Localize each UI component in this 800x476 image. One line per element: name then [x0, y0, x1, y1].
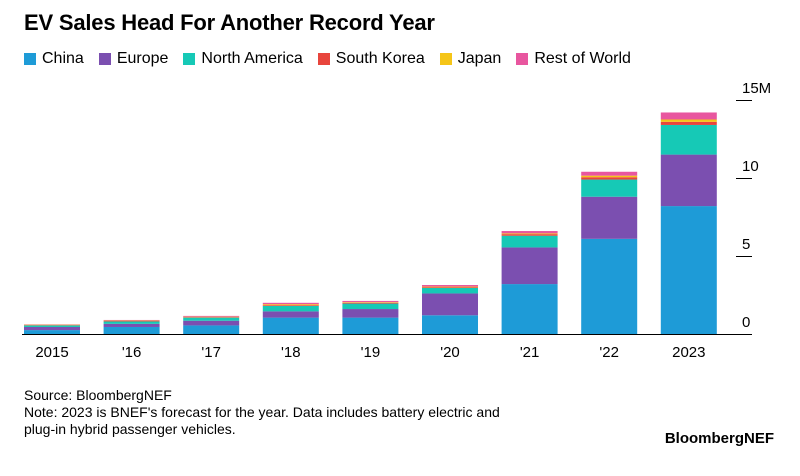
bar-segment-south-korea	[422, 287, 478, 288]
x-tick-label: '21	[520, 344, 540, 361]
legend-label: South Korea	[335, 50, 425, 67]
brand-logo: BloombergNEF	[664, 430, 774, 447]
legend-item: South Korea	[317, 50, 425, 68]
bar-segment-rest-of-world	[262, 302, 319, 305]
bar-segment-north-america	[342, 303, 399, 310]
bar-segment-north-america	[501, 235, 558, 248]
x-tick-label: '20	[440, 344, 460, 361]
bar-segment-rest-of-world	[422, 285, 478, 287]
legend-item: North America	[183, 50, 303, 68]
chart-legend: China Europe North America South Korea Japan…	[24, 50, 631, 68]
x-tick-label: '18	[281, 344, 301, 361]
y-tick-label: 10	[742, 158, 759, 175]
bar-segment-china	[660, 206, 717, 334]
bar-segment-japan	[422, 286, 478, 288]
bar-segment-rest-of-world	[183, 315, 240, 317]
bar-segment-rest-of-world	[342, 300, 399, 303]
bar-segment-japan	[660, 119, 717, 122]
bar-segment-china	[342, 317, 399, 334]
legend-swatch	[183, 53, 196, 65]
bar-segment-china	[262, 317, 319, 334]
x-tick-label: '19	[361, 344, 381, 361]
legend-label: Europe	[116, 50, 169, 67]
legend-swatch	[516, 53, 529, 65]
bar-segment-europe	[581, 196, 638, 239]
bar-segment-china	[581, 238, 638, 334]
bar-segment-rest-of-world	[103, 319, 160, 321]
x-tick-label: 2023	[672, 344, 705, 361]
legend-label: Rest of World	[534, 50, 631, 67]
bar-segment-south-korea	[342, 302, 399, 304]
bar-segment-china	[501, 284, 558, 334]
y-tick-label: 0	[742, 314, 750, 331]
bar-segment-rest-of-world	[660, 112, 717, 120]
chart-footer: Source: BloombergNEF Note: 2023 is BNEF'…	[24, 387, 500, 438]
x-tick-label: 2015	[35, 344, 68, 361]
bar-segment-europe	[501, 247, 558, 285]
bar-segment-north-america	[581, 179, 638, 197]
bar-segment-south-korea	[660, 121, 717, 125]
bar-segment-north-america	[103, 321, 160, 324]
legend-swatch	[98, 53, 111, 65]
bar-segment-europe	[342, 309, 399, 318]
bar-segment-europe	[422, 293, 478, 316]
y-tick-label: 5	[742, 236, 750, 253]
bar-segment-europe	[183, 320, 240, 326]
bar-segment-rest-of-world	[581, 171, 638, 176]
legend-label: China	[42, 50, 84, 67]
bar-segment-north-america	[24, 325, 80, 327]
bar-segment-japan	[501, 233, 558, 235]
y-tick-label: 15M	[742, 80, 771, 97]
bar-segment-north-america	[422, 287, 478, 294]
bar-segment-europe	[103, 323, 160, 327]
bar-segment-japan	[581, 175, 638, 178]
bar-segment-south-korea	[262, 305, 319, 306]
bar-segment-south-korea	[501, 234, 558, 236]
bar-segment-north-america	[183, 317, 240, 321]
stacked-bar-chart: 2015 '16 '17 '18 '19 '20 '21 '22 2023 0 5 10 15M	[22, 80, 771, 361]
bar-segment-europe	[660, 154, 717, 207]
bar-segment-japan	[342, 302, 399, 303]
bar-segment-rest-of-world	[501, 231, 558, 234]
x-tick-label: '16	[122, 344, 142, 361]
bar-segment-europe	[262, 311, 319, 318]
bar-segment-china	[103, 326, 160, 334]
bar-segment-north-america	[262, 305, 319, 312]
legend-item: Japan	[439, 50, 502, 68]
legend-swatch	[24, 53, 36, 65]
bar-segment-japan	[262, 304, 319, 306]
legend-label: Japan	[457, 50, 502, 67]
bar-segment-china	[183, 325, 240, 334]
bar-segment-europe	[24, 326, 80, 331]
legend-item: Europe	[98, 50, 169, 68]
source-text: Source: BloombergNEF	[24, 387, 172, 403]
legend-item: Rest of World	[516, 50, 631, 68]
note-text-line2: plug-in hybrid passenger vehicles.	[24, 421, 236, 437]
bar-segment-north-america	[660, 124, 717, 155]
legend-item: China	[24, 50, 84, 68]
bar-segment-china	[422, 315, 478, 334]
note-text-line1: Note: 2023 is BNEF's forecast for the ye…	[24, 404, 500, 420]
x-tick-label: '17	[201, 344, 221, 361]
legend-swatch	[317, 53, 330, 65]
bar-segment-china	[24, 330, 80, 334]
legend-label: North America	[201, 50, 303, 67]
chart-title: EV Sales Head For Another Record Year	[24, 10, 435, 35]
x-tick-label: '22	[599, 344, 619, 361]
bar-segment-south-korea	[581, 177, 638, 180]
legend-swatch	[439, 53, 452, 65]
